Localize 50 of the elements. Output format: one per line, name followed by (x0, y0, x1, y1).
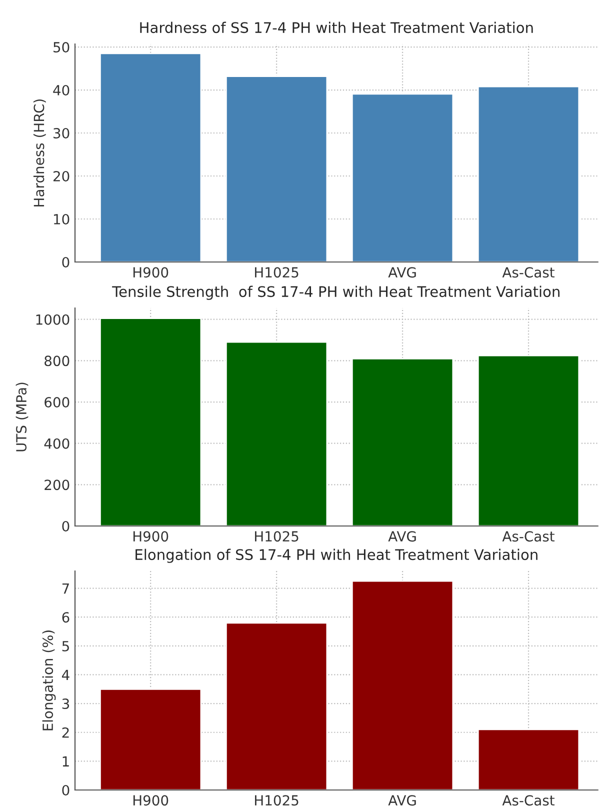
y-tick-label: 5 (62, 641, 69, 652)
x-tick-label: AVG (388, 267, 416, 278)
y-tick-label: 800 (44, 356, 70, 366)
bar (100, 318, 202, 526)
y-tick-label: 1000 (36, 314, 70, 325)
x-tick-label: AVG (388, 795, 416, 806)
y-tick-label: 40 (53, 84, 70, 96)
y-tick-label: 3 (62, 698, 70, 710)
y-tick-label: 400 (44, 438, 70, 449)
y-tick-label: 50 (54, 42, 70, 52)
y-tick-label: 200 (44, 480, 70, 490)
y-tick-label: 20 (53, 170, 70, 182)
y-axis-title: UTS (MPa) (16, 382, 28, 452)
y-tick-label: 4 (62, 670, 70, 680)
y-tick-label: 600 (44, 396, 70, 408)
x-tick-label: As-Cast (502, 795, 555, 806)
chart-title: Tensile Strength of SS 17-4 PH with Heat Treatment Variation (112, 286, 560, 300)
y-tick-label: 6 (62, 612, 70, 623)
bar (351, 580, 454, 790)
bar (225, 341, 328, 526)
x-tick-label: As-Cast (502, 267, 555, 278)
x-tick-label: H900 (133, 267, 168, 278)
x-tick-label: H900 (133, 531, 168, 542)
chart-title: Hardness of SS 17-4 PH with Heat Treatment Variation (140, 22, 533, 34)
x-tick-label: H900 (133, 795, 168, 806)
y-tick-label: 1 (62, 756, 69, 766)
y-tick-label: 7 (62, 583, 69, 594)
bar (351, 93, 454, 262)
y-tick-label: 30 (54, 128, 70, 138)
y-tick-label: 10 (54, 214, 70, 224)
y-tick-label: 0 (62, 520, 70, 532)
bar (100, 688, 202, 790)
chart-title: Elongation of SS 17-4 PH with Heat Treatment Variation (136, 548, 538, 563)
bar (225, 622, 328, 790)
bar (351, 358, 454, 526)
x-tick-label: H1025 (255, 531, 298, 542)
y-axis-title: Elongation (%) (42, 630, 56, 730)
bar (100, 52, 202, 262)
y-tick-label: 2 (62, 727, 69, 738)
bar (477, 354, 580, 526)
bar (225, 76, 328, 262)
y-axis-title: Hardness (HRC) (33, 99, 46, 206)
y-tick-label: 0 (62, 256, 70, 268)
x-tick-label: As-Cast (502, 531, 555, 542)
bar (477, 86, 580, 262)
x-tick-label: AVG (388, 531, 416, 542)
y-tick-label: 0 (62, 784, 70, 796)
bar (477, 728, 580, 790)
x-tick-label: H1025 (255, 795, 298, 806)
x-tick-label: H1025 (255, 267, 298, 278)
